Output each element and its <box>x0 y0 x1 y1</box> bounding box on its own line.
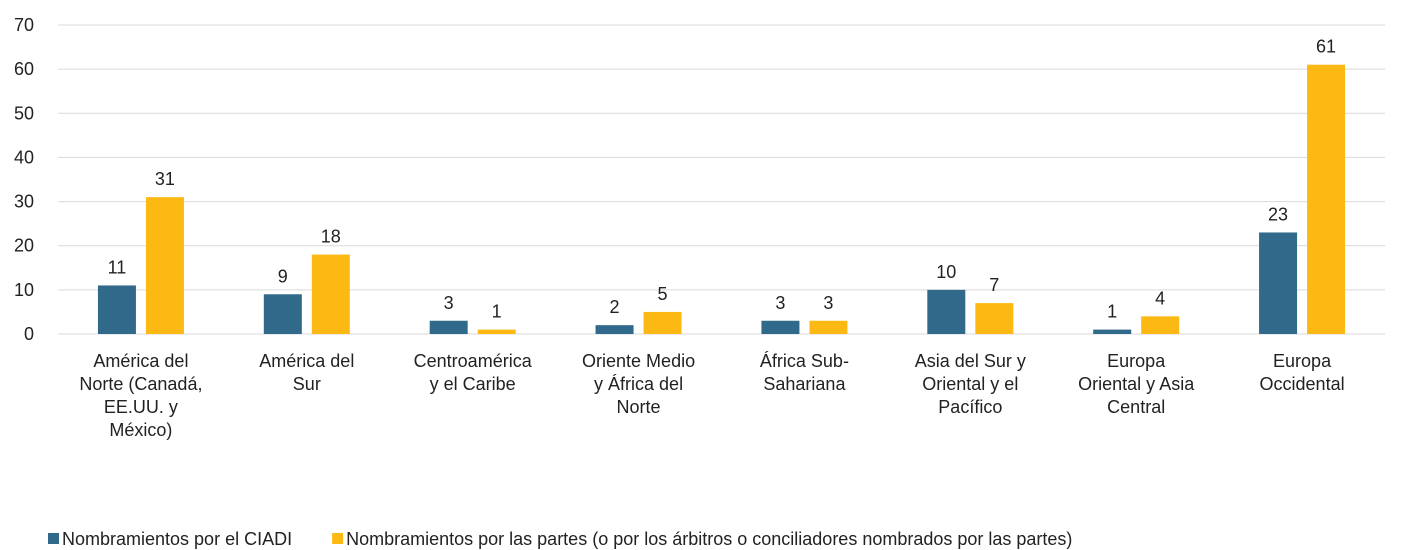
data-label: 18 <box>321 227 341 247</box>
legend-label: Nombramientos por las partes (o por los … <box>346 529 1072 549</box>
bar <box>311 254 350 334</box>
bar <box>429 320 468 334</box>
data-label: 11 <box>108 257 127 277</box>
bar <box>145 197 184 334</box>
x-tick-label: América del Norte (Canadá, EE.UU. y México) <box>79 351 202 440</box>
data-label: 1 <box>492 302 502 322</box>
data-label: 3 <box>823 293 833 313</box>
x-tick-label: África Sub-Sahariana <box>760 351 849 394</box>
bar <box>97 285 136 334</box>
legend-swatch <box>48 533 59 544</box>
y-tick-label: 30 <box>14 192 34 212</box>
bar <box>263 294 302 334</box>
data-label: 9 <box>278 266 288 286</box>
legend-swatch <box>332 533 344 544</box>
bar <box>761 320 800 334</box>
x-tick-label: Oriente Medio y África del Norte <box>582 351 695 417</box>
data-label: 1 <box>1107 302 1117 322</box>
y-tick-label: 40 <box>14 147 34 167</box>
legend-label: Nombramientos por el CIADI <box>62 529 292 549</box>
bar <box>1259 232 1298 334</box>
bar <box>809 320 848 334</box>
y-tick-label: 60 <box>14 59 34 79</box>
x-tick-label: Europa Occidental <box>1260 351 1345 394</box>
data-label: 61 <box>1316 37 1336 57</box>
data-label: 5 <box>658 284 668 304</box>
bar <box>643 311 682 334</box>
bar <box>1093 329 1132 334</box>
y-tick-label: 70 <box>14 15 34 35</box>
data-label: 2 <box>610 297 620 317</box>
x-tick-label: Asia del Sur y Oriental y el Pacífico <box>915 351 1026 417</box>
bar <box>477 329 516 334</box>
bar <box>1307 64 1346 334</box>
data-label: 23 <box>1268 204 1288 224</box>
data-label: 31 <box>155 169 175 189</box>
bar <box>595 325 634 334</box>
bar <box>975 303 1014 334</box>
x-tick-label: Europa Oriental y Asia Central <box>1078 351 1195 417</box>
y-tick-label: 0 <box>24 324 34 344</box>
x-tick-label: América del Sur <box>259 351 354 394</box>
data-label: 10 <box>936 262 956 282</box>
x-tick-label: Centroamérica y el Caribe <box>414 351 533 394</box>
bar <box>927 289 966 334</box>
data-label: 3 <box>444 293 454 313</box>
y-tick-label: 10 <box>14 280 34 300</box>
data-label: 7 <box>989 275 999 295</box>
y-tick-label: 50 <box>14 103 34 123</box>
data-label: 3 <box>775 293 785 313</box>
y-tick-label: 20 <box>14 236 34 256</box>
data-label: 4 <box>1155 288 1165 308</box>
bar <box>1141 316 1180 334</box>
